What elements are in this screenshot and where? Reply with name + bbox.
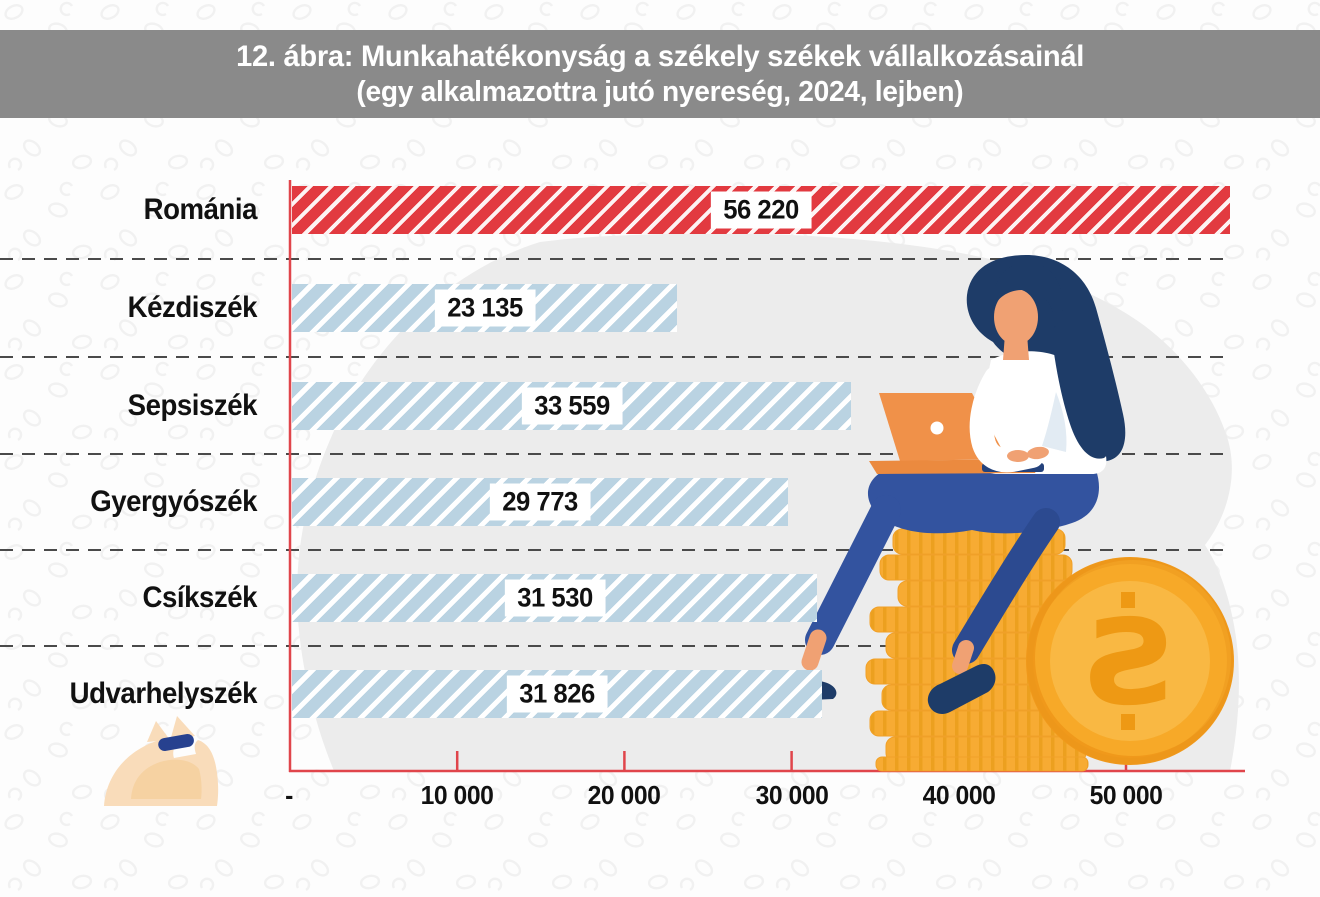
bag-tie <box>158 733 194 751</box>
hair-fringe <box>992 262 1064 328</box>
x-tick-label-3: 20 000 <box>588 780 661 810</box>
laptop-lid <box>879 393 1007 461</box>
value-label-5: 31 530 <box>504 579 605 617</box>
back-shoe <box>927 663 996 714</box>
value-label-1: 56 220 <box>710 191 812 229</box>
x-tick-label-1: - <box>285 780 293 810</box>
x-tick-label-2: 10 000 <box>420 780 494 810</box>
back-ankle <box>952 640 974 674</box>
value-label-2: 23 135 <box>434 289 535 327</box>
front-shin <box>805 495 901 655</box>
category-label-6: Udvarhelyszék <box>69 677 258 710</box>
lap-and-hips <box>867 470 1099 534</box>
coin-stack-illustration <box>865 528 1089 772</box>
category-label-4: Gyergyószék <box>90 485 257 518</box>
value-label-3: 33 559 <box>521 387 622 425</box>
sweater-shadow <box>1042 392 1067 452</box>
laptop-base <box>982 463 1044 472</box>
hair-back <box>966 255 1126 462</box>
bag-highlight-patch <box>131 759 202 799</box>
x-tick-label-4: 30 000 <box>755 780 828 810</box>
category-label-2: Kézdiszék <box>127 291 258 324</box>
neck <box>1003 334 1029 360</box>
bag-ear-left <box>147 721 170 742</box>
arm-sleeve <box>969 366 1044 473</box>
x-tick-label-5: 40 000 <box>922 780 996 810</box>
chart-title-line2: (egy alkalmazottra jutó nyereség, 2024, … <box>356 75 964 108</box>
chart-title-band: 12. ábra: Munkahatékonyság a székely szé… <box>0 30 1320 118</box>
face <box>994 289 1038 345</box>
category-label-1: Románia <box>143 193 258 226</box>
value-label-4: 29 773 <box>489 483 591 521</box>
laptop-logo-dot <box>930 421 944 435</box>
sweater-body <box>979 351 1107 474</box>
category-label-3: Sepsiszék <box>127 389 258 422</box>
value-label-6: 31 826 <box>506 675 608 713</box>
hand-left <box>1007 450 1029 462</box>
svg-text:S: S <box>1080 594 1175 732</box>
laptop-deck <box>869 459 1043 474</box>
chart-title-line1: 12. ábra: Munkahatékonyság a székely szé… <box>236 39 1084 73</box>
bag-ear-right <box>170 716 195 741</box>
hand-right <box>1027 446 1049 460</box>
currency-symbol: S <box>1080 592 1176 732</box>
x-tick-label-6: 50 000 <box>1089 780 1163 810</box>
back-leg <box>952 508 1060 664</box>
category-label-5: Csíkszék <box>142 581 258 614</box>
x-axis-tick-marks <box>455 751 1128 771</box>
money-bag-icon <box>104 716 219 806</box>
laptop-icon <box>869 393 1044 474</box>
bag-body <box>104 738 219 806</box>
hair-front-sweep <box>1050 300 1111 459</box>
giant-coin-icon: S <box>1026 557 1234 765</box>
woman-with-laptop-illustration <box>768 255 1126 714</box>
front-ankle <box>801 629 827 671</box>
